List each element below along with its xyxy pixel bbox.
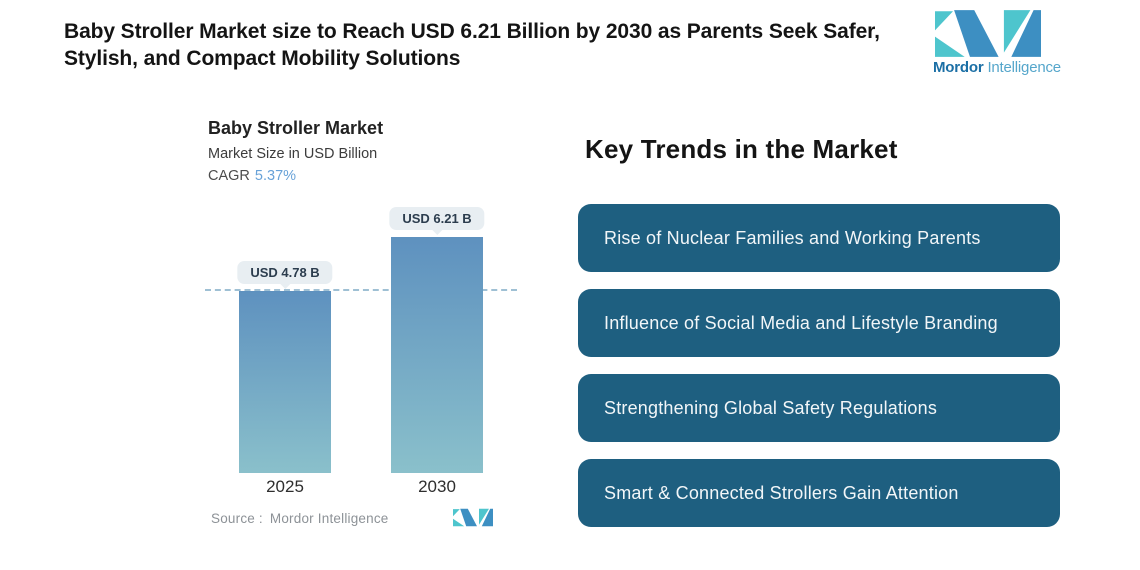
x-axis-label-2030: 2030 [418,477,456,496]
source-label: Source : [211,511,263,526]
bar-value-label-2030: USD 6.21 B [402,210,472,226]
key-trends-heading: Key Trends in the Market [585,134,898,164]
mordor-logo-small-icon [453,508,493,527]
chart-subtitle: Market Size in USD Billion [208,146,378,162]
brand-logo: Mordor Intelligence [933,10,1061,76]
bar-chart: USD 4.78 B USD 6.21 B 2025 2030 [205,200,517,496]
bar-2025 [239,291,331,473]
brand-name-light: Intelligence [987,59,1061,76]
page-title-line2: Stylish, and Compact Mobility Solutions [64,47,461,70]
source-value: Mordor Intelligence [269,511,389,526]
chart-header: Baby Stroller Market Market Size in USD … [208,118,383,184]
page-title-line1: Baby Stroller Market size to Reach USD 6… [64,20,880,43]
trend-pill-3-label: Strengthening Global Safety Regulations [604,397,938,418]
chart-cagr: CAGR 5.37% [208,168,383,184]
bar-group-2025: USD 4.78 B [237,200,333,473]
footer-brand-mark [453,506,493,534]
trend-pill-1: Rise of Nuclear Families and Working Par… [578,204,1060,272]
brand-name-bold: Mordor [933,59,984,76]
trend-pill-4: Smart & Connected Strollers Gain Attenti… [578,459,1060,527]
bar-2030 [391,236,483,473]
bar-group-2030: USD 6.21 B [389,200,485,473]
bar-value-callout-2030: USD 6.21 B [389,206,485,230]
chart-title: Baby Stroller Market [208,118,384,138]
bar-value-label-2025: USD 4.78 B [250,265,320,281]
cagr-value: 5.37% [254,168,297,184]
reference-dashline [205,289,517,292]
x-axis-label-2025: 2025 [266,477,304,496]
bar-value-callout-2025: USD 4.78 B [237,261,333,285]
key-trends-list: Rise of Nuclear Families and Working Par… [578,204,1060,544]
trend-pill-4-label: Smart & Connected Strollers Gain Attenti… [604,482,959,503]
mordor-logo-icon [935,10,1041,57]
brand-name: Mordor Intelligence [933,59,1061,76]
source-attribution: Source : Mordor Intelligence [211,511,389,526]
page-title: Baby Stroller Market size to Reach USD 6… [64,18,944,72]
trend-pill-3: Strengthening Global Safety Regulations [578,374,1060,442]
trend-pill-2: Influence of Social Media and Lifestyle … [578,289,1060,357]
cagr-label: CAGR [208,168,250,184]
trend-pill-1-label: Rise of Nuclear Families and Working Par… [604,227,981,248]
trend-pill-2-label: Influence of Social Media and Lifestyle … [604,312,998,333]
